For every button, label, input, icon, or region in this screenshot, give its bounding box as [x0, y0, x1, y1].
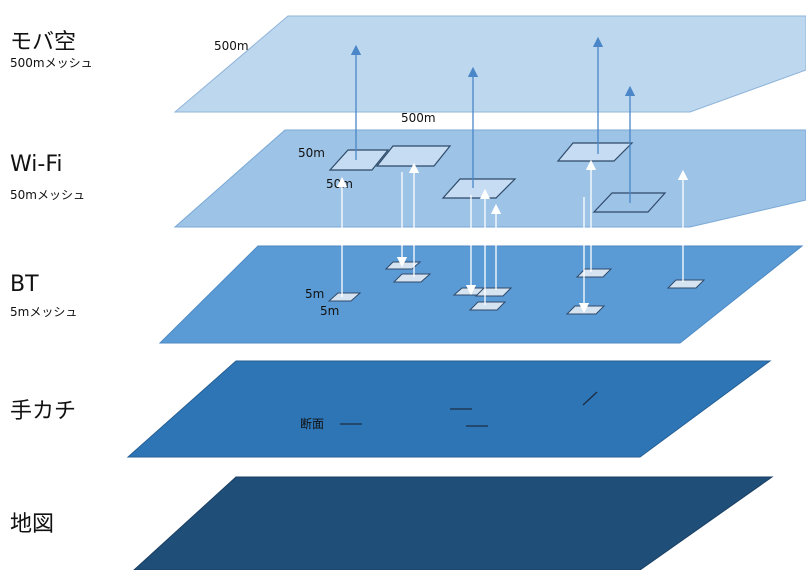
- layer-plane-map: [133, 476, 774, 570]
- layer-plane-handclick: [126, 360, 772, 458]
- label-500m-top: 500m: [214, 39, 249, 53]
- wifi-mesh-cell: [375, 145, 452, 167]
- label-50m-bottom: 50m: [326, 177, 353, 191]
- layer-title-bt: BT: [10, 272, 39, 297]
- bt-mesh-cell: [327, 292, 362, 302]
- layer-subtitle-wifi: 50mメッシュ: [10, 188, 85, 202]
- wifi-mesh-cell: [441, 178, 517, 199]
- section-line: [582, 391, 598, 406]
- wifi-mesh-cell: [556, 142, 634, 162]
- layer-title-wifi: Wi-Fi: [10, 152, 63, 177]
- label-500m-bottom: 500m: [401, 111, 436, 125]
- wifi-mesh-cell: [328, 149, 390, 171]
- layer-subtitle-bt: 5mメッシュ: [10, 305, 78, 319]
- label-section: 断面: [300, 416, 324, 431]
- layer-plane-mobile: [173, 15, 806, 113]
- bt-mesh-cell: [666, 279, 706, 289]
- label-5m-bottom: 5m: [320, 304, 339, 318]
- label-50m-side: 50m: [298, 146, 325, 160]
- bt-mesh-cell: [392, 273, 432, 283]
- layer-title-handclick: 手カチ: [10, 399, 77, 424]
- layer-title-mobile: モバ空: [10, 30, 77, 55]
- bt-mesh-cell: [468, 301, 507, 311]
- layer-subtitle-mobile: 500mメッシュ: [10, 56, 93, 70]
- bt-mesh-cell: [575, 268, 613, 278]
- label-5m-side: 5m: [305, 287, 324, 301]
- layer-title-map: 地図: [10, 512, 55, 537]
